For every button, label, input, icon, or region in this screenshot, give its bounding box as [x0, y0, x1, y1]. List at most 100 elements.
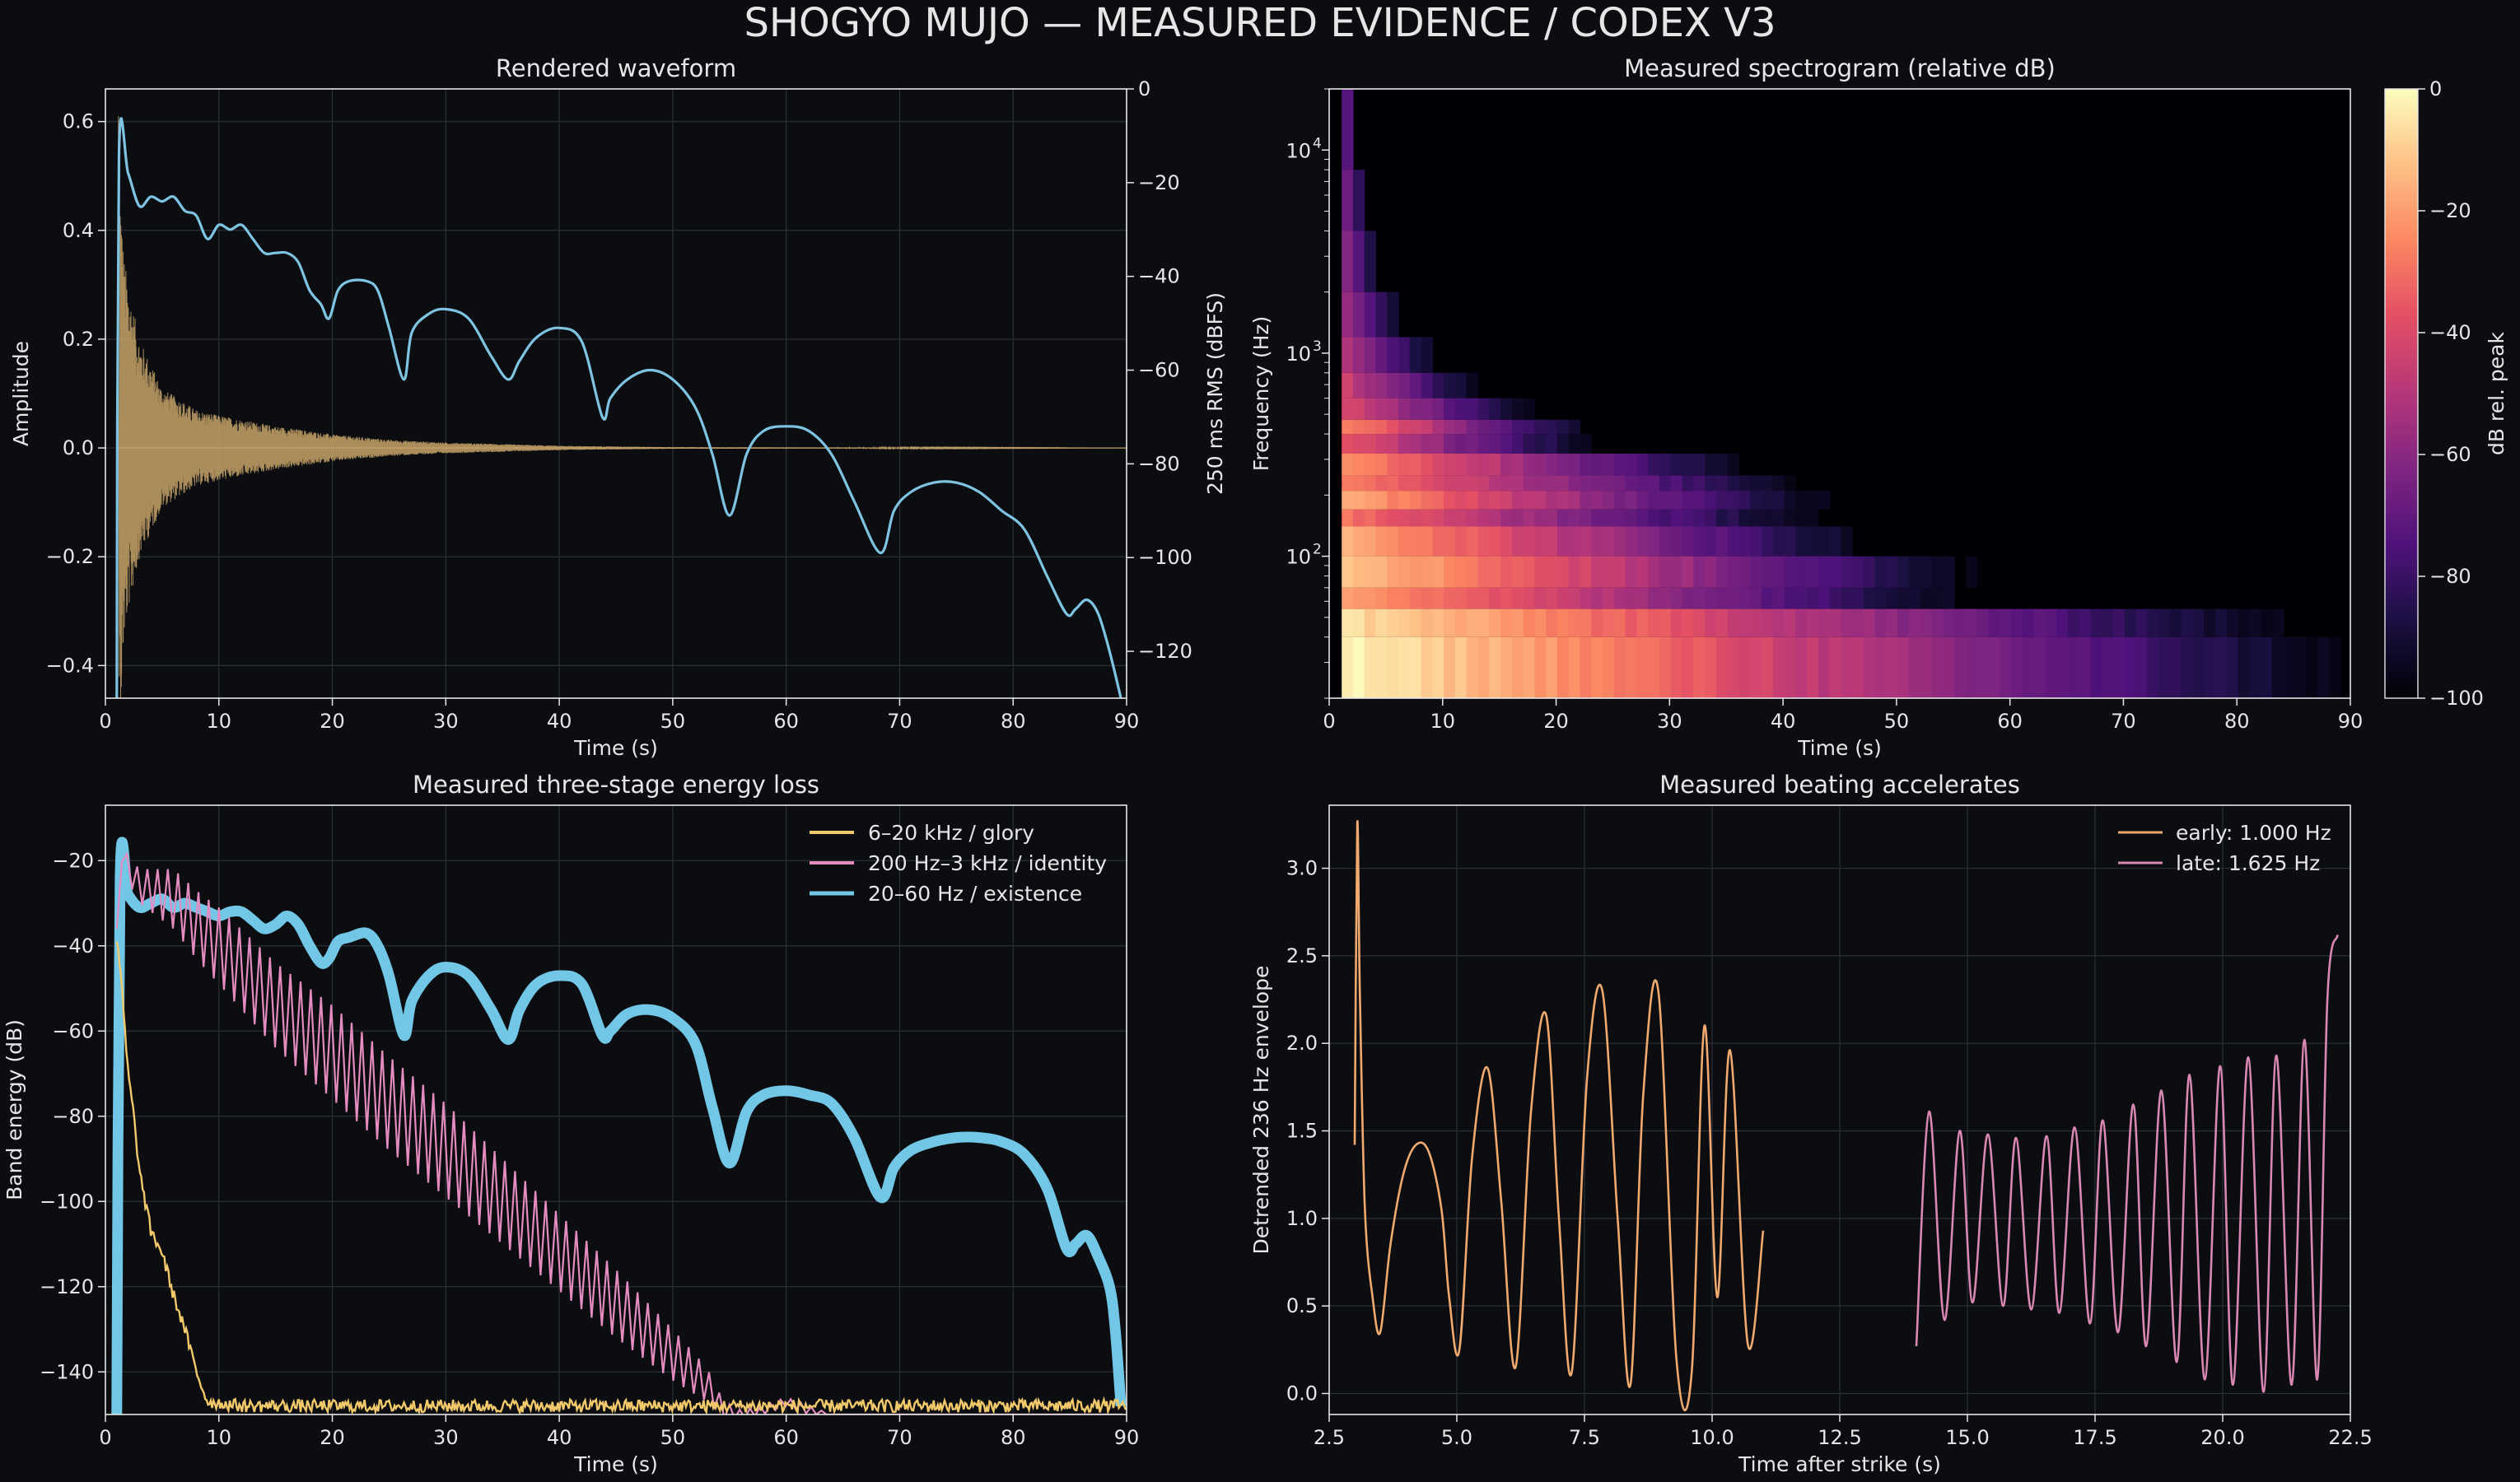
spectrogram-cell — [1398, 608, 1411, 637]
spectrogram-cell — [1727, 509, 1739, 527]
spectrogram-cell — [1534, 636, 1547, 698]
spectrogram-cell — [1511, 454, 1524, 476]
beating-x-tick-label: 20.0 — [2200, 1426, 2244, 1449]
spectrogram-cell — [1715, 491, 1729, 510]
spectrogram-cell — [1342, 434, 1354, 454]
spectrogram-cell — [2067, 636, 2080, 698]
energy-y-label: Band energy (dB) — [2, 1019, 26, 1200]
beating-x-tick-label: 17.5 — [2073, 1426, 2116, 1449]
spectrogram-cell — [1863, 608, 1876, 637]
spectrogram-cell — [1682, 526, 1694, 557]
spectrogram-cell — [1886, 608, 1898, 637]
spectrogram-cell — [1342, 491, 1354, 510]
spectrogram-cell — [1909, 556, 1921, 588]
spectrogram-cell — [1580, 636, 1592, 698]
spectrogram-cell — [1421, 419, 1433, 435]
spectrogram-cell — [1965, 636, 1978, 698]
spectrogram-cell — [1931, 587, 1944, 609]
spectrogram-cell — [1580, 608, 1592, 637]
spectrogram-cell — [1387, 454, 1399, 476]
spectrogram-cell — [1591, 454, 1603, 476]
spectrogram-x-tick-label: 30 — [1657, 710, 1682, 733]
spectrogram-cell — [1670, 509, 1683, 527]
spectrogram-cell — [1693, 526, 1706, 557]
spectrogram-cell — [1670, 608, 1683, 637]
spectrogram-cell — [1364, 491, 1377, 510]
spectrogram-cell — [1795, 608, 1808, 637]
spectrogram-cell — [1920, 587, 1933, 609]
spectrogram-cell — [1534, 419, 1547, 435]
spectrogram-cell — [1784, 636, 1796, 698]
spectrogram-cell — [1398, 491, 1411, 510]
spectrogram-cell — [1625, 636, 1637, 698]
spectrogram-cell — [1342, 526, 1354, 557]
spectrogram-cell — [1477, 509, 1490, 527]
spectrogram-cell — [1682, 608, 1694, 637]
spectrogram-cell — [1568, 587, 1581, 609]
beating-y-tick-label: 0.0 — [1286, 1382, 1318, 1405]
spectrogram-cell — [1715, 454, 1729, 476]
spectrogram-cell — [1409, 587, 1422, 609]
spectrogram-cell — [2215, 636, 2228, 698]
spectrogram-cell — [1444, 398, 1456, 420]
spectrogram-cell — [1625, 526, 1637, 557]
spectrogram-cell — [1580, 526, 1592, 557]
spectrogram-cell — [1398, 509, 1411, 527]
energy-x-label: Time (s) — [573, 1452, 658, 1476]
energy-y-tick-label: −120 — [40, 1275, 94, 1298]
spectrogram-cell — [1421, 526, 1433, 557]
spectrogram-cell — [1466, 556, 1479, 588]
waveform-x-tick-label: 90 — [1114, 710, 1140, 733]
spectrogram-cell — [1852, 587, 1864, 609]
beating-x-tick-label: 10.0 — [1690, 1426, 1734, 1449]
spectrogram-cell — [1432, 556, 1444, 588]
spectrogram-cell — [2147, 608, 2159, 637]
spectrogram-cell — [1454, 372, 1468, 398]
spectrogram-cell — [1727, 491, 1739, 510]
spectrogram-cell — [1387, 419, 1399, 435]
spectrogram-cell — [1784, 526, 1796, 557]
spectrogram-x-label: Time (s) — [1797, 736, 1882, 760]
spectrogram-cell — [1398, 337, 1411, 373]
spectrogram-cell — [1613, 608, 1626, 637]
spectrogram-cell — [1636, 491, 1649, 510]
colorbar-tick-label: 0 — [2429, 77, 2442, 100]
spectrogram-cell — [1580, 475, 1592, 492]
spectrogram-cell — [1568, 636, 1581, 698]
spectrogram-cell — [1750, 556, 1762, 588]
spectrogram-cell — [1477, 608, 1490, 637]
spectrogram-cell — [1738, 475, 1751, 492]
spectrogram-cell — [1568, 556, 1581, 588]
legend-label-existence: 20–60 Hz / existence — [868, 882, 1082, 906]
spectrogram-cell — [1364, 231, 1377, 292]
spectrogram-cell — [1477, 398, 1490, 420]
spectrogram-cell — [1648, 587, 1660, 609]
spectrogram-cell — [1421, 491, 1433, 510]
spectrogram-cell — [1750, 509, 1762, 527]
spectrogram-cell — [1738, 526, 1751, 557]
spectrogram-y-label: Frequency (Hz) — [1249, 316, 1273, 472]
spectrogram-cell — [1364, 398, 1377, 420]
spectrogram-cell — [1943, 608, 1955, 637]
spectrogram-cell — [1670, 526, 1683, 557]
energy-x-tick-label: 20 — [320, 1426, 345, 1449]
spectrogram-cell — [1364, 475, 1377, 492]
spectrogram-cell — [1489, 398, 1501, 420]
spectrogram-cell — [1829, 608, 1841, 637]
spectrogram-cell — [2294, 636, 2307, 698]
spectrogram-cell — [1387, 556, 1399, 588]
spectrogram-cell — [1534, 475, 1547, 492]
spectrogram-cell — [1659, 475, 1672, 492]
spectrogram-cell — [1693, 491, 1706, 510]
beating-x-tick-label: 15.0 — [1945, 1426, 1989, 1449]
spectrogram-cell — [2204, 636, 2216, 698]
spectrogram-cell — [1342, 337, 1354, 373]
spectrogram-cell — [1591, 636, 1603, 698]
spectrogram-cell — [1670, 587, 1683, 609]
spectrogram-cell — [1750, 475, 1762, 492]
spectrogram-x-tick-label: 70 — [2111, 710, 2136, 733]
spectrogram-cell — [1466, 454, 1479, 476]
spectrogram-cell — [1750, 491, 1762, 510]
spectrogram-cell — [1500, 526, 1513, 557]
